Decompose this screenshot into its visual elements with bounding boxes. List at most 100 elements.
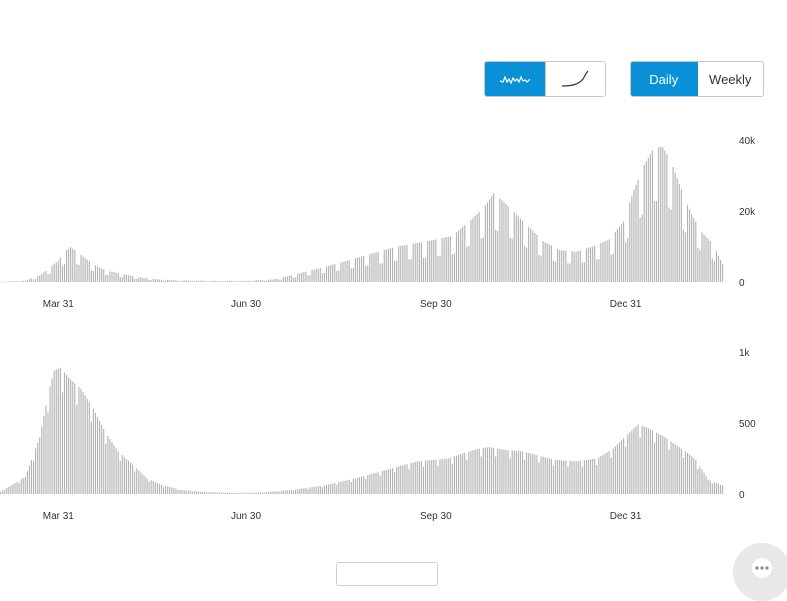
bar xyxy=(433,459,435,494)
bar xyxy=(629,432,631,494)
bar xyxy=(45,405,47,494)
bar xyxy=(517,216,519,282)
bar xyxy=(222,281,224,282)
bar xyxy=(600,456,602,494)
bar xyxy=(311,270,313,282)
bar xyxy=(233,492,235,494)
bar xyxy=(200,491,202,494)
bar xyxy=(173,488,175,494)
bar xyxy=(649,429,651,494)
bar xyxy=(297,273,299,283)
bar xyxy=(530,228,532,282)
bar xyxy=(113,445,115,494)
bar xyxy=(620,224,623,282)
bar xyxy=(427,241,429,282)
bar xyxy=(30,278,33,282)
bar xyxy=(680,448,682,494)
bar xyxy=(66,250,68,282)
bar xyxy=(249,281,251,282)
bar xyxy=(367,474,369,494)
daily-button[interactable]: Daily xyxy=(631,62,698,96)
bar xyxy=(660,434,662,494)
bar xyxy=(707,238,709,282)
bar xyxy=(674,172,676,282)
bar xyxy=(627,434,629,494)
bar xyxy=(408,259,410,282)
bar xyxy=(472,218,474,282)
bar xyxy=(503,449,505,495)
bar xyxy=(705,476,707,494)
bar xyxy=(179,489,181,494)
bar xyxy=(682,457,684,494)
bar xyxy=(181,280,183,282)
chat-launcher[interactable] xyxy=(733,543,787,601)
bar xyxy=(590,459,592,494)
bar xyxy=(406,464,408,494)
bar xyxy=(342,261,344,282)
bar xyxy=(49,273,51,282)
bar xyxy=(181,489,183,494)
cumulative-mode-button[interactable] xyxy=(545,62,605,96)
bar xyxy=(235,281,237,282)
bar xyxy=(521,451,524,494)
bar xyxy=(530,453,532,494)
bar xyxy=(416,242,418,282)
bar xyxy=(228,492,231,494)
compare-button[interactable] xyxy=(336,562,438,586)
bar xyxy=(381,471,383,494)
bar xyxy=(35,448,37,494)
bar xyxy=(420,242,422,282)
bar xyxy=(346,480,348,494)
bar xyxy=(134,278,136,282)
bar xyxy=(711,483,713,494)
bar xyxy=(173,280,175,282)
bar xyxy=(323,272,326,282)
bar xyxy=(538,462,540,494)
bar xyxy=(317,486,319,494)
bar xyxy=(618,226,621,282)
bar xyxy=(352,268,354,283)
bar xyxy=(218,492,220,494)
bar xyxy=(389,468,392,494)
bar xyxy=(680,189,682,282)
bar xyxy=(691,214,693,282)
bar xyxy=(548,458,550,494)
bar xyxy=(443,458,445,494)
bar xyxy=(346,260,348,282)
bar xyxy=(138,277,140,282)
bar xyxy=(134,471,136,494)
bar xyxy=(472,450,474,494)
bar xyxy=(107,436,109,494)
bar xyxy=(63,372,66,494)
weekly-button[interactable]: Weekly xyxy=(697,62,763,96)
bar xyxy=(598,457,600,494)
bar xyxy=(660,147,662,282)
cumulative-curve-icon xyxy=(562,70,589,87)
bar xyxy=(391,247,394,282)
bar xyxy=(239,280,241,282)
x-tick-label: Jun 30 xyxy=(231,511,261,522)
bar xyxy=(20,479,22,494)
bar xyxy=(439,459,441,494)
bar xyxy=(645,427,647,494)
bar xyxy=(627,238,629,282)
bar xyxy=(261,279,264,282)
bar xyxy=(328,484,330,494)
bar xyxy=(189,280,191,282)
bar xyxy=(84,257,86,282)
bar xyxy=(666,154,668,282)
bar xyxy=(507,205,509,282)
bar xyxy=(550,245,552,282)
bar xyxy=(493,447,495,494)
bar xyxy=(567,263,569,282)
daily-mode-button[interactable] xyxy=(485,62,546,96)
bar xyxy=(451,254,453,282)
bar xyxy=(656,432,658,494)
bar xyxy=(171,487,173,494)
bar xyxy=(676,178,678,282)
bar xyxy=(457,230,460,283)
x-tick-label: Dec 31 xyxy=(610,299,642,310)
bar xyxy=(206,492,208,494)
bar xyxy=(703,234,705,282)
bar xyxy=(183,280,185,282)
